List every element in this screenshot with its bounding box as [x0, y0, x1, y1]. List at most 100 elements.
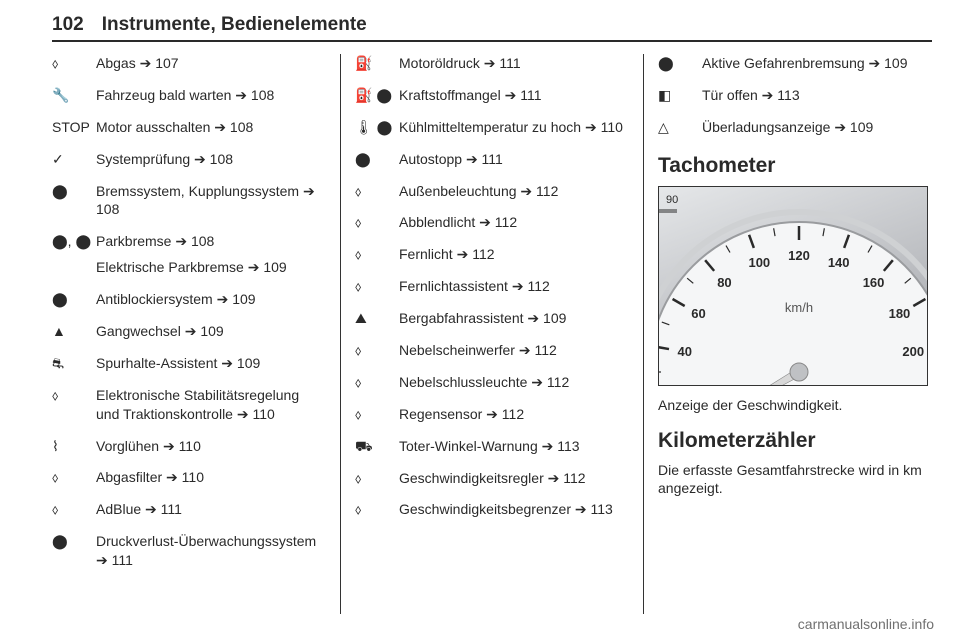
svg-text:km/h: km/h: [785, 300, 813, 315]
indicator-symbol: ⬨: [52, 500, 96, 519]
indicator-symbol: ⌇: [52, 437, 96, 456]
chapter-title: Instrumente, Bedienelemente: [102, 14, 367, 36]
svg-text:200: 200: [902, 344, 924, 359]
indicator-entry: ⬤Druckverlust-Überwachungssystem ➔ 111: [52, 532, 326, 570]
manual-page: 102 Instrumente, Bedienelemente ⬨Abgas ➔…: [0, 0, 960, 642]
tachometer-heading: Tachometer: [658, 154, 932, 178]
speedometer-dial: 020406080100120140160180200220240km/h: [659, 212, 928, 386]
indicator-symbol: ⬨: [52, 386, 96, 424]
indicator-symbol: ⬤: [658, 54, 702, 73]
indicator-symbol: ⬨: [355, 245, 399, 264]
kilometerzaehler-heading: Kilometerzähler: [658, 429, 932, 453]
indicator-symbol: ▲: [52, 322, 96, 341]
indicator-entry: ⬨AdBlue ➔ 111: [52, 500, 326, 519]
column-1: ⬨Abgas ➔ 107🔧Fahrzeug bald warten ➔ 108S…: [52, 54, 340, 614]
indicator-symbol: △: [658, 118, 702, 137]
indicator-entry-sub: Elektrische Parkbremse ➔ 109: [96, 258, 326, 277]
indicator-entry: ⬨Nebelscheinwerfer ➔ 112: [355, 341, 629, 360]
indicator-entry: ⬨Außenbeleuchtung ➔ 112: [355, 182, 629, 201]
svg-text:120: 120: [788, 248, 810, 263]
page-header: 102 Instrumente, Bedienelemente: [52, 14, 932, 42]
indicator-entry: ⬤, ⬤Parkbremse ➔ 108: [52, 232, 326, 251]
indicator-symbol: ⬨: [355, 182, 399, 201]
indicator-symbol: ⛰: [355, 309, 399, 328]
speedometer-svg: 90 020406080100120140160180200220240km/h: [659, 187, 928, 386]
indicator-symbol: ⛽ ⬤: [355, 86, 399, 105]
indicator-entry: STOPMotor ausschalten ➔ 108: [52, 118, 326, 137]
indicator-symbol: ⬤: [355, 150, 399, 169]
indicator-text: Geschwindigkeitsbegrenzer ➔ 113: [399, 500, 629, 519]
indicator-text: Systemprüfung ➔ 108: [96, 150, 326, 169]
content-columns: ⬨Abgas ➔ 107🔧Fahrzeug bald warten ➔ 108S…: [52, 54, 932, 614]
indicator-entry: ⬨Fernlicht ➔ 112: [355, 245, 629, 264]
indicator-symbol: ⛽: [355, 54, 399, 73]
indicator-entry: ⬨Geschwindigkeitsbegrenzer ➔ 113: [355, 500, 629, 519]
indicator-symbol: ⬤: [52, 532, 96, 570]
indicator-entry: ⛽ ⬤Kraftstoffmangel ➔ 111: [355, 86, 629, 105]
indicator-text: Fahrzeug bald warten ➔ 108: [96, 86, 326, 105]
indicator-text: Kühlmitteltemperatur zu hoch ➔ 110: [399, 118, 629, 137]
indicator-entry: 🌡 ⬤Kühlmitteltemperatur zu hoch ➔ 110: [355, 118, 629, 137]
indicator-text: Nebelscheinwerfer ➔ 112: [399, 341, 629, 360]
indicator-entry: ⛽Motoröldruck ➔ 111: [355, 54, 629, 73]
indicator-entry: ⬨Nebelschlussleuchte ➔ 112: [355, 373, 629, 392]
indicator-text: Gangwechsel ➔ 109: [96, 322, 326, 341]
tachometer-caption: Anzeige der Geschwindigkeit.: [658, 396, 932, 415]
indicator-text: Überladungsanzeige ➔ 109: [702, 118, 932, 137]
indicator-text: Abblendlicht ➔ 112: [399, 213, 629, 232]
indicator-symbol: ⬤, ⬤: [52, 232, 96, 251]
indicator-symbol: ⬨: [355, 469, 399, 488]
indicator-entry: ⬤Autostopp ➔ 111: [355, 150, 629, 169]
indicator-text: Parkbremse ➔ 108: [96, 232, 326, 251]
svg-text:160: 160: [863, 275, 885, 290]
indicator-text: Vorglühen ➔ 110: [96, 437, 326, 456]
indicator-entry: ⬨Regensensor ➔ 112: [355, 405, 629, 424]
footer-url: carmanualsonline.info: [798, 616, 934, 632]
indicator-symbol: ⬤: [52, 290, 96, 309]
indicator-entry: ⬨Abblendlicht ➔ 112: [355, 213, 629, 232]
indicator-symbol: ⬨: [355, 500, 399, 519]
indicator-text: Bergabfahrassistent ➔ 109: [399, 309, 629, 328]
indicator-text: Abgas ➔ 107: [96, 54, 326, 73]
indicator-text: Außenbeleuchtung ➔ 112: [399, 182, 629, 201]
indicator-text: Motor ausschalten ➔ 108: [96, 118, 326, 137]
indicator-symbol: ⬨: [355, 213, 399, 232]
indicator-entry: 🔧Fahrzeug bald warten ➔ 108: [52, 86, 326, 105]
indicator-symbol: ⬨: [52, 54, 96, 73]
indicator-symbol: ⬨: [52, 468, 96, 487]
svg-text:80: 80: [717, 275, 731, 290]
indicator-text: Motoröldruck ➔ 111: [399, 54, 629, 73]
indicator-symbol: ◧: [658, 86, 702, 105]
indicator-text: Druckverlust-Überwachungssystem ➔ 111: [96, 532, 326, 570]
corner-label: 90: [666, 194, 678, 206]
indicator-text: Autostopp ➔ 111: [399, 150, 629, 169]
indicator-text: Tür offen ➔ 113: [702, 86, 932, 105]
tachometer-image: 90 020406080100120140160180200220240km/h: [658, 186, 928, 386]
indicator-text: Kraftstoffmangel ➔ 111: [399, 86, 629, 105]
indicator-symbol: 🌡 ⬤: [355, 118, 399, 137]
indicator-symbol: ⬨: [355, 373, 399, 392]
indicator-symbol: 🔧: [52, 86, 96, 105]
svg-text:180: 180: [889, 306, 911, 321]
indicator-entry: ⬨Elektronische Stabilitätsregelung und T…: [52, 386, 326, 424]
indicator-entry: ⬤Antiblockiersystem ➔ 109: [52, 290, 326, 309]
indicator-symbol: ⛟: [355, 437, 399, 456]
indicator-entry: ⛟Toter-Winkel-Warnung ➔ 113: [355, 437, 629, 456]
svg-text:40: 40: [678, 344, 692, 359]
indicator-entry: ⬨Fernlichtassistent ➔ 112: [355, 277, 629, 296]
indicator-text: Aktive Gefahrenbremsung ➔ 109: [702, 54, 932, 73]
column-3: ⬤Aktive Gefahrenbremsung ➔ 109◧Tür offen…: [644, 54, 932, 614]
indicator-text: Spurhalte-Assistent ➔ 109: [96, 354, 326, 373]
svg-text:140: 140: [828, 255, 850, 270]
indicator-text: Geschwindigkeitsregler ➔ 112: [399, 469, 629, 488]
svg-text:60: 60: [691, 306, 705, 321]
indicator-symbol: ✓: [52, 150, 96, 169]
svg-text:20: 20: [678, 384, 692, 386]
indicator-entry: ⬨Geschwindigkeitsregler ➔ 112: [355, 469, 629, 488]
indicator-text: Elektronische Stabilitätsregelung und Tr…: [96, 386, 326, 424]
indicator-text: Antiblockiersystem ➔ 109: [96, 290, 326, 309]
page-number: 102: [52, 14, 84, 36]
indicator-entry: ⛐Spurhalte-Assistent ➔ 109: [52, 354, 326, 373]
indicator-entry: ⬨Abgas ➔ 107: [52, 54, 326, 73]
column-2: ⛽Motoröldruck ➔ 111⛽ ⬤Kraftstoffmangel ➔…: [341, 54, 643, 614]
